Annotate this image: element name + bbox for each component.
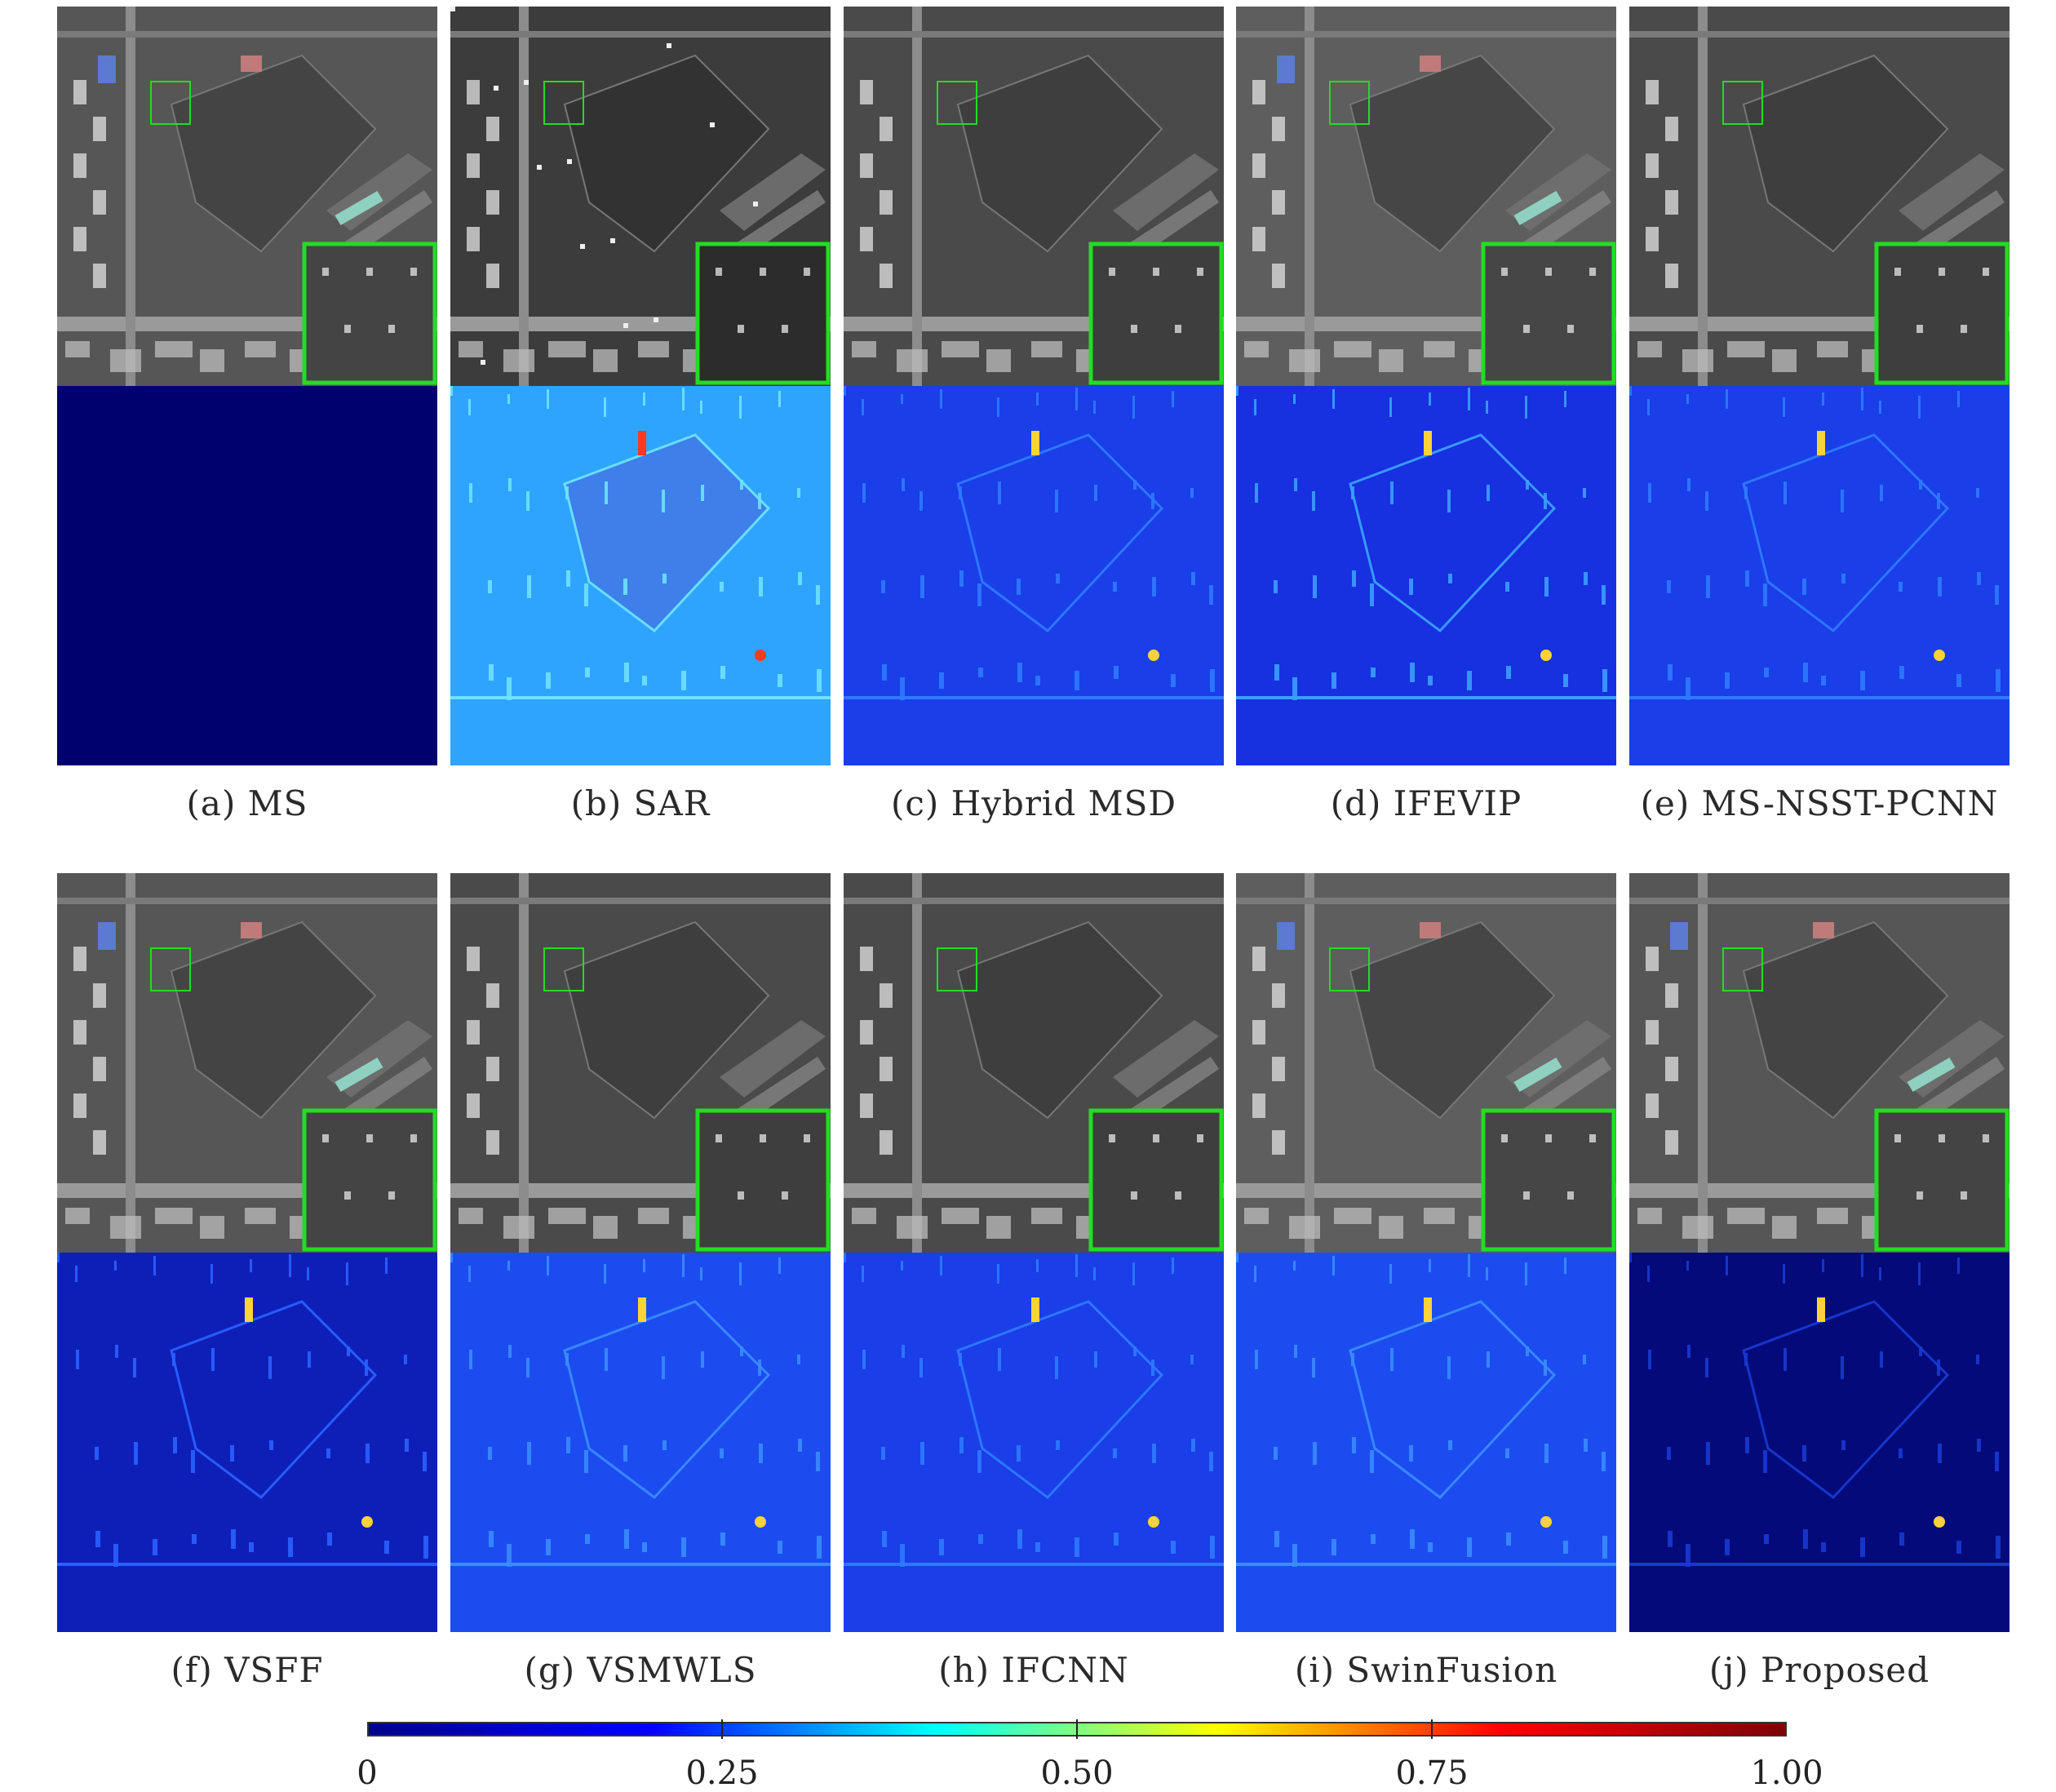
colorbar-tick — [721, 1719, 723, 1739]
panel-caption: (i) SwinFusion — [1294, 1650, 1558, 1690]
panel-caption: (a) MS — [186, 783, 308, 823]
panel-caption: (e) MS-NSST-PCNN — [1640, 783, 1999, 823]
error-map — [450, 1253, 831, 1632]
panel-4 — [1236, 7, 1616, 765]
error-map — [1236, 1253, 1616, 1632]
colorbar-tick-label: 0 — [357, 1754, 378, 1792]
panel-3 — [844, 7, 1224, 765]
panel-6 — [57, 873, 437, 1632]
panel-1 — [57, 7, 437, 765]
fused-image — [844, 7, 1224, 386]
fused-image — [450, 7, 831, 386]
panel-7 — [450, 873, 831, 1632]
panel-caption: (f) VSFF — [171, 1650, 324, 1690]
error-map — [57, 386, 437, 765]
error-map — [844, 1253, 1224, 1632]
panel-caption: (h) IFCNN — [938, 1650, 1129, 1690]
error-map — [844, 386, 1224, 765]
colorbar-tick-label: 0.50 — [1040, 1754, 1114, 1792]
error-map — [1629, 1253, 2009, 1632]
panel-5 — [1629, 7, 2009, 765]
error-map — [450, 386, 831, 765]
fused-image — [57, 873, 437, 1253]
panel-9 — [1236, 873, 1616, 1632]
panel-8 — [844, 873, 1224, 1632]
fused-image — [450, 873, 831, 1253]
panel-10 — [1629, 873, 2009, 1632]
colorbar-tick-label: 0.75 — [1395, 1754, 1469, 1792]
panel-caption: (g) VSMWLS — [524, 1650, 757, 1690]
fused-image — [1629, 7, 2009, 386]
fused-image — [57, 7, 437, 386]
fused-image — [1236, 873, 1616, 1253]
panel-caption: (j) Proposed — [1708, 1650, 1930, 1690]
panel-caption: (d) IFEVIP — [1330, 783, 1522, 823]
colorbar-tick-label: 0.25 — [685, 1754, 759, 1792]
panel-2 — [450, 7, 831, 765]
colorbar-tick — [1076, 1719, 1078, 1739]
error-map — [1629, 386, 2009, 765]
fused-image — [1629, 873, 2009, 1253]
colorbar-tick-label: 1.00 — [1750, 1754, 1823, 1792]
fused-image — [844, 873, 1224, 1253]
fused-image — [1236, 7, 1616, 386]
panel-caption: (c) Hybrid MSD — [890, 783, 1177, 823]
panel-caption: (b) SAR — [570, 783, 711, 823]
error-map — [1236, 386, 1616, 765]
error-map — [57, 1253, 437, 1632]
colorbar-tick — [1431, 1719, 1433, 1739]
